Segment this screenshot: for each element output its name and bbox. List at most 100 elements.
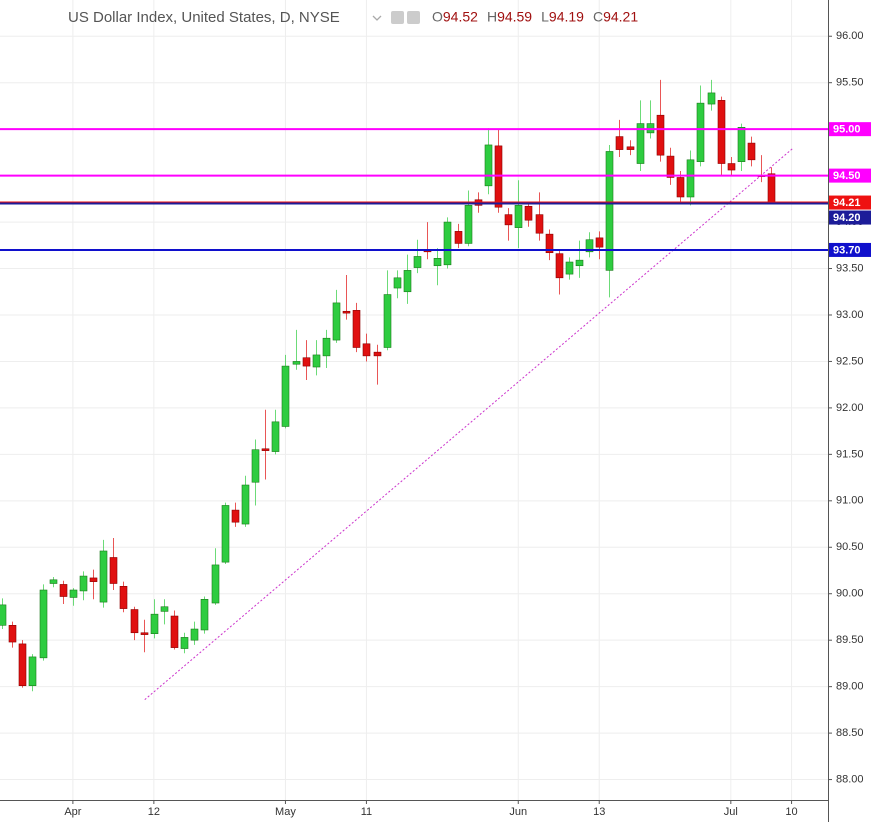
x-tick-label: Apr (64, 806, 81, 818)
x-tick-label: 13 (593, 806, 605, 818)
candle-body (454, 231, 463, 244)
candle-body (362, 343, 371, 357)
chart-title: US Dollar Index, United States, D, NYSE (68, 9, 340, 26)
candle-body (676, 177, 685, 198)
y-tick-label: 90.50 (836, 541, 864, 553)
ohlc-legend: O 94.52 H 94.59 L 94.19 C 94.21 (432, 9, 638, 25)
candle-body (352, 310, 361, 348)
price-tag-label: 95.00 (833, 124, 861, 136)
candle-body (484, 144, 493, 187)
x-tick-label: 11 (361, 806, 372, 818)
ohlc-key: H (487, 9, 497, 25)
price-tag (829, 168, 871, 183)
candle-body (99, 550, 108, 603)
x-tick-label: 10 (785, 806, 797, 818)
y-tick-label: 91.00 (836, 495, 864, 507)
candle-body (747, 142, 756, 161)
candle-body (59, 584, 68, 597)
candle-body (413, 256, 422, 268)
visibility-icon[interactable] (391, 11, 404, 24)
candle-body (302, 357, 311, 367)
candle-body (555, 253, 564, 279)
price-tag-label: 94.50 (833, 170, 861, 182)
candle-body (656, 114, 665, 156)
ohlc-value: 94.19 (549, 9, 584, 25)
candle-body (443, 221, 452, 266)
candle-body (79, 575, 88, 592)
candle-body (727, 163, 736, 171)
candle-body (595, 237, 604, 248)
candle-body (403, 270, 412, 293)
candle-body (636, 123, 645, 164)
price-tag-label: 93.70 (833, 244, 861, 256)
candle-body (737, 126, 746, 162)
candle-body (89, 577, 98, 582)
candle-body (170, 615, 179, 648)
candle-body (140, 632, 149, 635)
candle-body (383, 294, 392, 348)
candle-body (119, 585, 128, 609)
candle-body (28, 656, 37, 687)
price-tag (829, 122, 871, 137)
candle-body (251, 449, 260, 483)
y-tick-label: 91.50 (836, 448, 864, 460)
ohlc-value: 94.52 (443, 9, 478, 25)
y-tick-label: 93.50 (836, 262, 864, 274)
candle-body (707, 92, 716, 105)
y-tick-label: 88.00 (836, 773, 864, 785)
candle-body (241, 484, 250, 525)
y-tick-label: 90.00 (836, 588, 864, 600)
candle-body (666, 155, 675, 178)
ohlc-value: 94.21 (603, 9, 638, 25)
candle-body (373, 351, 382, 357)
candle-body (69, 589, 78, 598)
candle-body (221, 505, 230, 563)
candle-body (464, 205, 473, 244)
candle-body (514, 205, 523, 228)
candle-body (190, 628, 199, 641)
candle-body (393, 277, 402, 289)
x-tick-label: May (275, 806, 296, 818)
candle-body (8, 625, 17, 643)
dropdown-icon[interactable] (372, 15, 382, 21)
ohlc-value: 94.59 (497, 9, 532, 25)
settings-icon[interactable] (407, 11, 420, 24)
candle-body (211, 564, 220, 604)
candle-body (312, 354, 321, 368)
candle-body (585, 239, 594, 253)
y-tick-label: 92.00 (836, 402, 864, 414)
candle-body (535, 214, 544, 234)
marks (0, 79, 828, 701)
x-tick-label: 12 (148, 806, 160, 818)
candle-body (524, 205, 533, 221)
candle-body (615, 136, 624, 150)
candle-body (575, 259, 584, 267)
trend-line (144, 147, 794, 701)
price-tag (829, 242, 871, 257)
candle-body (261, 448, 270, 451)
candle-body (18, 643, 27, 687)
price-tag-label: 94.20 (833, 212, 861, 224)
candle-body (626, 146, 635, 150)
candle-body (109, 557, 118, 584)
y-tick-label: 96.00 (836, 30, 864, 42)
ohlc-key: O (432, 9, 443, 25)
candle-body (281, 365, 290, 427)
y-tick-label: 89.00 (836, 681, 864, 693)
candle-body (717, 100, 726, 164)
y-tick-label: 95.50 (836, 77, 864, 89)
candle-body (292, 361, 301, 365)
candle-body (150, 613, 159, 634)
candle-body (130, 609, 139, 634)
candle-body (332, 302, 341, 341)
price-tag-label: 94.21 (833, 197, 861, 209)
ohlc-key: L (541, 9, 549, 25)
candle-body (39, 589, 48, 659)
candle-body (160, 606, 169, 612)
candle-body (545, 233, 554, 254)
candle-body (605, 151, 614, 271)
candle-body (565, 261, 574, 275)
candle-body (49, 579, 58, 584)
